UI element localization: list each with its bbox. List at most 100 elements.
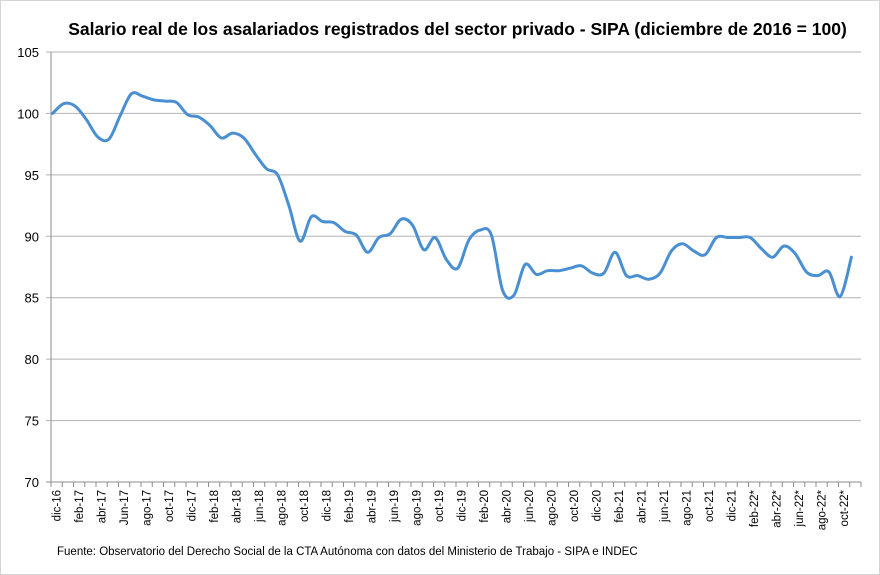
- x-tick-label: feb-18: [209, 490, 221, 523]
- data-point: [254, 152, 257, 155]
- data-point: [602, 272, 605, 275]
- data-point: [321, 220, 324, 223]
- x-tick-label: jun-21: [659, 490, 671, 523]
- data-point: [726, 236, 729, 239]
- data-point: [782, 245, 785, 248]
- data-point: [816, 274, 819, 277]
- data-point: [332, 221, 335, 224]
- x-tick-label: abr-18: [232, 490, 244, 523]
- data-point: [715, 236, 718, 239]
- data-point: [377, 236, 380, 239]
- x-tick-label: jun-18: [254, 490, 266, 523]
- chart-title: Salario real de los asalariados registra…: [68, 19, 847, 39]
- x-tick-label: oct-18: [299, 490, 311, 522]
- data-point: [737, 236, 740, 239]
- data-point: [242, 137, 245, 140]
- data-point: [62, 102, 65, 105]
- y-tick-label: 70: [25, 475, 39, 490]
- data-point: [164, 100, 167, 103]
- data-point: [625, 274, 628, 277]
- data-point: [197, 116, 200, 119]
- data-point: [490, 234, 493, 237]
- x-axis-ticks: dic-16 feb-17 abr-17 Jun-17 ago-17 oct-17 dic-…: [52, 489, 852, 530]
- x-tick-label: ago-21: [682, 490, 694, 526]
- gridlines: [46, 51, 861, 422]
- data-point: [74, 105, 77, 108]
- x-tick-label: feb-22*: [749, 489, 761, 527]
- x-tick-label: oct-21: [704, 490, 716, 522]
- data-point: [344, 230, 347, 233]
- x-tick-label: feb-19: [344, 490, 356, 523]
- x-tick-label: dic-16: [52, 490, 64, 521]
- x-tick-label: ago-20: [547, 490, 559, 526]
- x-tick-label: dic-19: [457, 490, 469, 521]
- data-point: [96, 135, 99, 138]
- data-point: [647, 278, 650, 281]
- x-tick-label: ago-19: [412, 490, 424, 526]
- x-tick-label: abr-21: [637, 490, 649, 523]
- series-line: [51, 91, 853, 300]
- data-point: [524, 263, 527, 266]
- data-point: [265, 167, 268, 170]
- y-tick-label: 75: [25, 414, 39, 429]
- data-point: [535, 273, 538, 276]
- data-point: [310, 215, 313, 218]
- data-point: [141, 95, 144, 98]
- data-point: [512, 294, 515, 297]
- series-group: [51, 91, 853, 300]
- data-point: [355, 234, 358, 237]
- data-point: [501, 289, 504, 292]
- x-tick-label: jun-22*: [794, 489, 806, 527]
- data-point: [287, 204, 290, 207]
- data-point: [51, 112, 54, 115]
- data-point: [411, 224, 414, 227]
- data-point: [107, 138, 110, 141]
- data-point: [850, 256, 853, 259]
- data-point: [119, 114, 122, 117]
- data-point: [152, 98, 155, 101]
- data-point: [557, 269, 560, 272]
- data-point: [771, 256, 774, 259]
- data-point: [434, 236, 437, 239]
- data-point: [681, 242, 684, 245]
- data-point: [569, 267, 572, 270]
- data-point: [659, 272, 662, 275]
- data-point: [794, 252, 797, 255]
- x-tick-label: abr-17: [97, 490, 109, 523]
- x-tick-label: jun-20: [524, 490, 536, 523]
- x-tick-label: dic-20: [592, 490, 604, 521]
- data-point: [276, 173, 279, 176]
- data-point: [209, 124, 212, 127]
- x-tick-label: abr-20: [502, 490, 514, 523]
- x-tick-label: jun-19: [389, 490, 401, 523]
- y-tick-label: 80: [25, 352, 39, 367]
- x-tick-label: abr-22*: [772, 489, 784, 527]
- y-tick-label: 100: [17, 106, 39, 121]
- data-point: [366, 251, 369, 254]
- data-point: [636, 274, 639, 277]
- y-tick-label: 105: [17, 45, 39, 60]
- y-tick-label: 95: [25, 168, 39, 183]
- x-tick-label: dic-17: [187, 490, 199, 521]
- x-tick-label: oct-17: [164, 490, 176, 522]
- data-point: [546, 269, 549, 272]
- data-point: [704, 253, 707, 256]
- x-tick-label: oct-22*: [839, 489, 851, 526]
- x-tick-label: feb-20: [479, 490, 491, 523]
- data-point: [839, 295, 842, 298]
- data-point: [692, 250, 695, 253]
- data-point: [805, 270, 808, 273]
- x-tick-label: dic-18: [322, 490, 334, 521]
- data-point: [467, 238, 470, 241]
- data-point: [479, 229, 482, 232]
- x-tick-label: ago-22*: [817, 489, 829, 530]
- data-point: [827, 270, 830, 273]
- data-point: [580, 264, 583, 267]
- x-tick-label: oct-19: [434, 490, 446, 522]
- x-tick-label: ago-17: [142, 490, 154, 526]
- data-point: [175, 101, 178, 104]
- source-note: Fuente: Observatorio del Derecho Social …: [57, 546, 638, 558]
- data-point: [749, 236, 752, 239]
- axes: [46, 52, 862, 487]
